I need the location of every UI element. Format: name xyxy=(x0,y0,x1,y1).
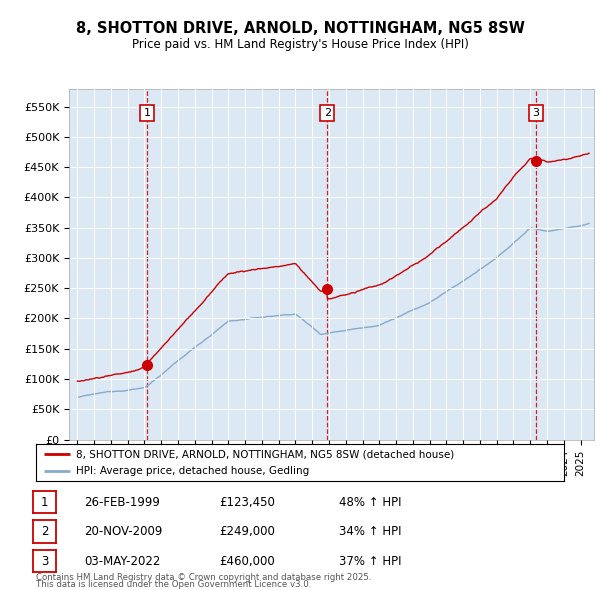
Text: 20-NOV-2009: 20-NOV-2009 xyxy=(84,525,163,538)
Text: 3: 3 xyxy=(532,108,539,118)
Text: 48% ↑ HPI: 48% ↑ HPI xyxy=(339,496,401,509)
Text: 2: 2 xyxy=(41,525,48,538)
Text: This data is licensed under the Open Government Licence v3.0.: This data is licensed under the Open Gov… xyxy=(36,580,311,589)
Text: 26-FEB-1999: 26-FEB-1999 xyxy=(84,496,160,509)
Text: £123,450: £123,450 xyxy=(219,496,275,509)
Text: 1: 1 xyxy=(143,108,151,118)
Text: 03-MAY-2022: 03-MAY-2022 xyxy=(84,555,160,568)
Text: 37% ↑ HPI: 37% ↑ HPI xyxy=(339,555,401,568)
Text: 2: 2 xyxy=(324,108,331,118)
Text: 8, SHOTTON DRIVE, ARNOLD, NOTTINGHAM, NG5 8SW (detached house): 8, SHOTTON DRIVE, ARNOLD, NOTTINGHAM, NG… xyxy=(76,449,454,459)
Text: 1: 1 xyxy=(41,496,48,509)
Text: £249,000: £249,000 xyxy=(219,525,275,538)
Text: Contains HM Land Registry data © Crown copyright and database right 2025.: Contains HM Land Registry data © Crown c… xyxy=(36,573,371,582)
Text: £460,000: £460,000 xyxy=(219,555,275,568)
Text: Price paid vs. HM Land Registry's House Price Index (HPI): Price paid vs. HM Land Registry's House … xyxy=(131,38,469,51)
Text: HPI: Average price, detached house, Gedling: HPI: Average price, detached house, Gedl… xyxy=(76,466,309,476)
Text: 34% ↑ HPI: 34% ↑ HPI xyxy=(339,525,401,538)
Text: 8, SHOTTON DRIVE, ARNOLD, NOTTINGHAM, NG5 8SW: 8, SHOTTON DRIVE, ARNOLD, NOTTINGHAM, NG… xyxy=(76,21,524,35)
Text: 3: 3 xyxy=(41,555,48,568)
